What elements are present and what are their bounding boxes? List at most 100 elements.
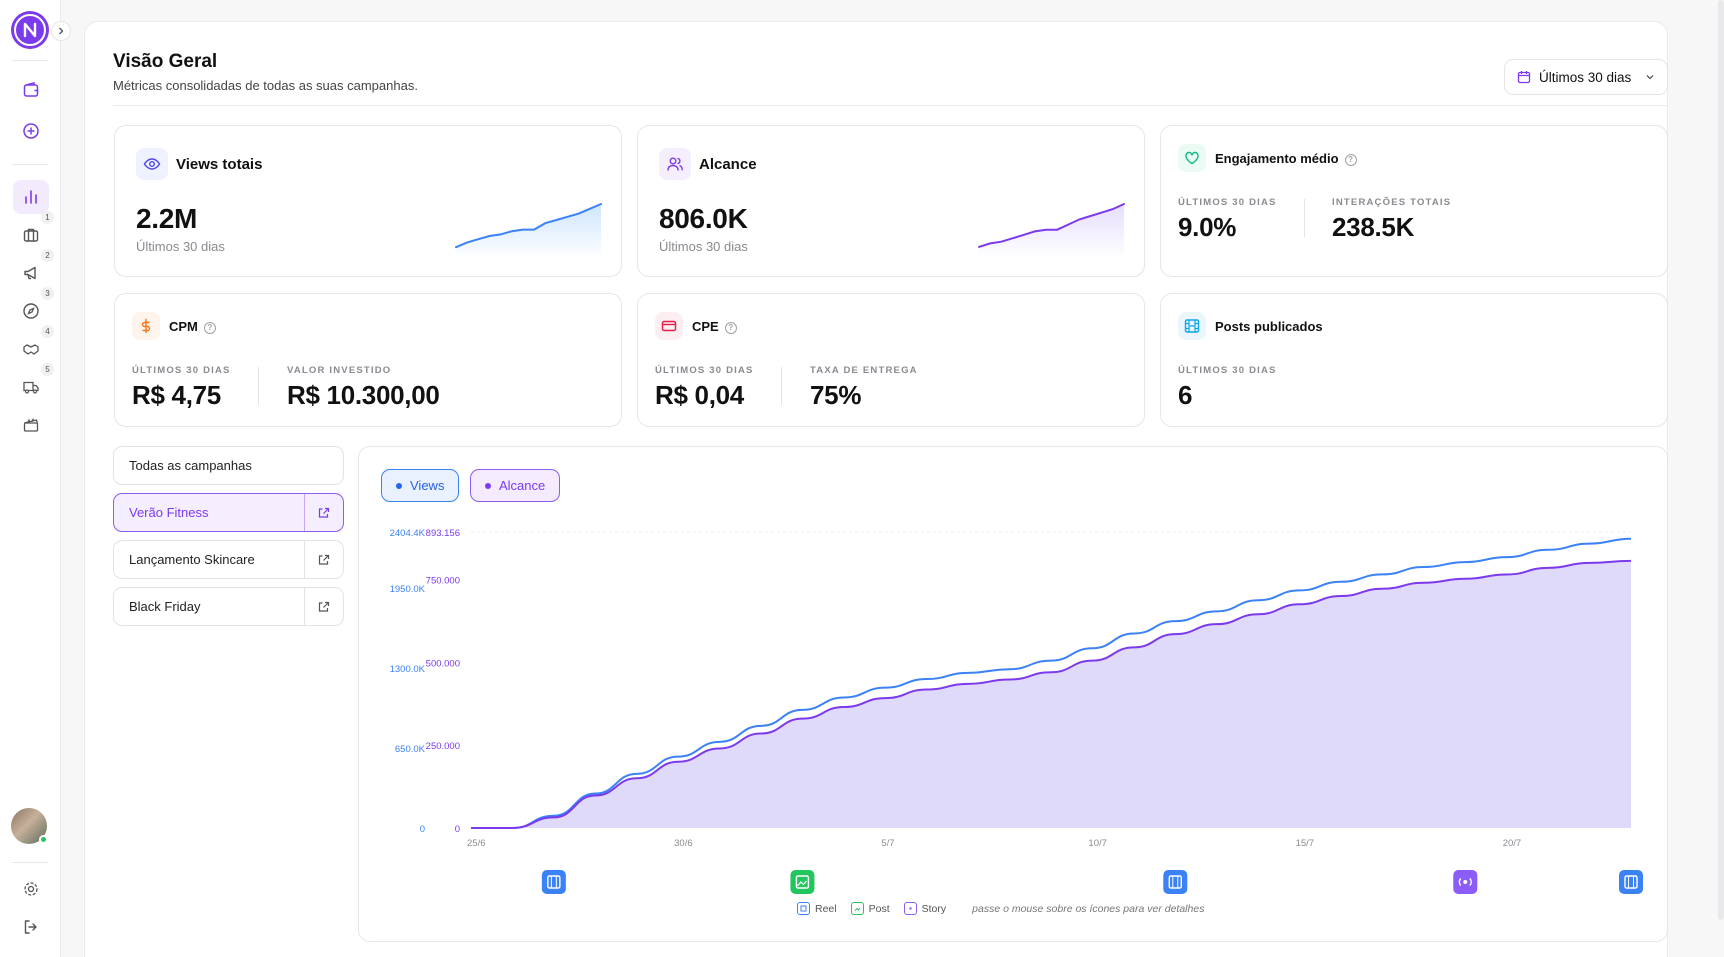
engagement-icon-box (1178, 144, 1206, 172)
megaphone-icon (24, 266, 36, 280)
legend-story: Story (903, 902, 946, 915)
nav-settings[interactable] (13, 872, 49, 906)
date-range-label: Últimos 30 dias (1539, 69, 1632, 85)
delivery-rate: 75% (810, 380, 862, 410)
nav-announcements[interactable]: 2 (13, 249, 54, 290)
page-scrollbar[interactable] (1718, 0, 1724, 920)
post-post-marker[interactable] (790, 870, 815, 894)
y-left-tick-label: 1950.0K (390, 584, 426, 595)
sidebar-divider (12, 164, 48, 165)
y-right-tick-label: 500.000 (426, 658, 460, 669)
x-tick-label: 20/7 (1503, 838, 1522, 849)
reach-area (471, 560, 1631, 828)
nav-explore[interactable]: 3 (13, 287, 54, 328)
truck-icon (23, 381, 39, 394)
cpe-title: CPE? (692, 319, 737, 334)
reel-post-marker[interactable] (1619, 870, 1643, 894)
reach-icon-box (659, 148, 691, 180)
campaign-item[interactable]: Verão Fitness (113, 493, 344, 532)
reel-post-marker[interactable] (541, 870, 566, 894)
app-logo[interactable] (11, 11, 49, 49)
open-campaign-button[interactable] (304, 494, 343, 531)
nav-badge: 1 (41, 211, 54, 224)
user-avatar[interactable] (11, 808, 48, 844)
x-tick-label: 15/7 (1296, 838, 1315, 849)
sidebar-expand-button[interactable] (51, 21, 71, 41)
chart-legend: Reel Post Story passe o mouse sobre os í… (797, 902, 1204, 915)
campaign-all[interactable]: Todas as campanhas (113, 446, 344, 485)
chevron-right-icon (59, 27, 64, 35)
total-interactions: 238.5K (1332, 212, 1415, 242)
page-subtitle: Métricas consolidadas de todas as suas c… (113, 78, 418, 93)
story-post-marker[interactable] (1453, 870, 1478, 894)
nav-badge: 2 (41, 249, 54, 262)
reach-title: Alcance (699, 156, 757, 173)
posts-count: 6 (1178, 380, 1193, 410)
campaign-item[interactable]: Black Friday (113, 587, 344, 626)
metric-separator (258, 367, 259, 405)
posts-caption: ÚLTIMOS 30 DIAS (1178, 365, 1277, 376)
date-range-select[interactable]: Últimos 30 dias (1504, 59, 1668, 95)
nav-badge: 5 (41, 363, 54, 376)
y-left-tick-label: 1300.0K (390, 664, 426, 675)
cpm-left-caption: ÚLTIMOS 30 DIAS (132, 365, 231, 376)
sidebar-divider (12, 60, 48, 61)
posts-title: Posts publicados (1215, 319, 1323, 334)
metric-separator (1304, 199, 1305, 237)
reach-toggle[interactable]: Alcance (470, 469, 561, 502)
open-campaign-button[interactable] (304, 541, 343, 578)
views-toggle[interactable]: Views (381, 469, 460, 502)
cpe-right-caption: TAXA DE ENTREGA (810, 365, 918, 376)
cpe-card: CPE? ÚLTIMOS 30 DIAS R$ 0,04 TAXA DE ENT… (637, 293, 1145, 427)
dollar-icon (141, 318, 151, 334)
cpm-card: CPM? ÚLTIMOS 30 DIAS R$ 4,75 VALOR INVES… (114, 293, 622, 427)
views-value: 2.2M (136, 203, 198, 234)
reach-value: 806.0K (659, 203, 748, 234)
help-icon[interactable]: ? (203, 321, 216, 334)
legend-hint: passe o mouse sobre os ícones para ver d… (972, 902, 1205, 915)
engagement-card: Engajamento médio? ÚLTIMOS 30 DIAS 9.0% … (1160, 125, 1668, 277)
image-icon (850, 902, 864, 915)
y-right-tick-label: 893.156 (426, 528, 460, 539)
nav-partnerships[interactable]: 4 (13, 325, 54, 366)
cpm-icon-box (132, 312, 160, 340)
help-icon[interactable]: ? (724, 321, 737, 334)
reach-card: Alcance 806.0K Últimos 30 dias (637, 125, 1145, 277)
posts-icon-box (1178, 312, 1206, 340)
y-left-tick-label: 0 (420, 824, 425, 835)
nav-new-campaign[interactable] (13, 114, 49, 148)
reel-post-marker[interactable] (1163, 870, 1188, 894)
y-left-tick-label: 650.0K (395, 744, 426, 755)
views-series-line (471, 537, 1632, 829)
calendar-icon (1517, 71, 1531, 84)
bar-chart-icon (25, 190, 37, 204)
views-toggle-label: Views (410, 478, 445, 493)
sidebar-divider (12, 862, 48, 863)
x-tick-label: 30/6 (674, 838, 693, 849)
sparkline-line (455, 203, 602, 249)
nav-logout[interactable] (13, 910, 49, 944)
views-sparkline (455, 203, 602, 256)
plus-circle-icon (23, 123, 39, 139)
nav-campaigns[interactable]: 1 (13, 211, 54, 252)
legend-reel: Reel (797, 902, 837, 915)
campaign-label: Todas as campanhas (129, 458, 252, 473)
page-title: Visão Geral (113, 51, 218, 72)
open-campaign-button[interactable] (304, 588, 343, 625)
reach-series-line (471, 559, 1632, 829)
nav-wallet[interactable] (13, 73, 49, 107)
nav-content[interactable] (13, 408, 49, 442)
wallet-icon (23, 82, 39, 97)
users-icon (667, 157, 683, 171)
nav-deliveries[interactable]: 5 (13, 363, 54, 404)
x-tick-label: 5/7 (881, 838, 894, 849)
campaign-label: Verão Fitness (129, 505, 209, 520)
clapperboard-icon (23, 418, 39, 432)
campaign-item[interactable]: Lançamento Skincare (113, 540, 344, 579)
performance-chart[interactable]: 0 650.0K 1300.0K 1950.0K 2404.4K 0 250.000 500.… (359, 447, 1669, 897)
chevron-down-icon (1646, 75, 1654, 80)
campaign-label: Lançamento Skincare (129, 552, 255, 567)
help-icon[interactable]: ? (1344, 153, 1357, 166)
nav-overview[interactable] (13, 180, 49, 214)
logo-n-icon (23, 22, 37, 38)
